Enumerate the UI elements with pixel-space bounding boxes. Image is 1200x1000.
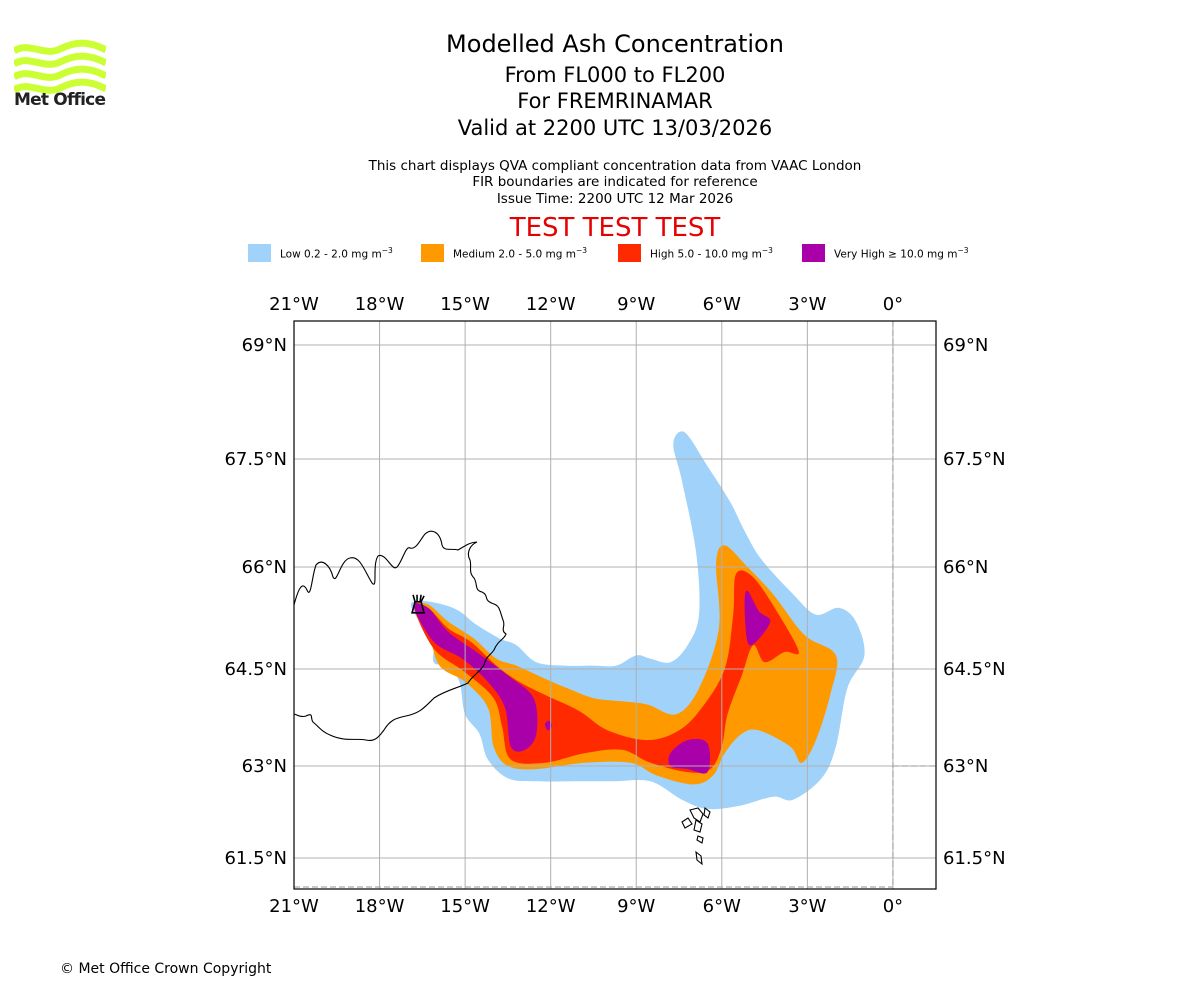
lon-tick-label-bottom: 12°W — [526, 896, 576, 917]
lon-tick-label-bottom: 6°W — [703, 896, 741, 917]
chart-title: Modelled Ash Concentration — [446, 30, 784, 58]
legend-swatch-high — [618, 244, 641, 262]
legend-item-medium: Medium 2.0 - 5.0 mg m−3 — [421, 244, 587, 262]
coastline-faroe-island — [696, 835, 704, 844]
lon-tick-label-top: 6°W — [703, 294, 741, 315]
lon-tick-label-top: 18°W — [355, 294, 405, 315]
lon-tick-label-top: 12°W — [526, 294, 576, 315]
lon-tick-label-bottom: 15°W — [440, 896, 490, 917]
legend-item-high: High 5.0 - 10.0 mg m−3 — [618, 244, 773, 262]
lat-tick-label-right: 64.5°N — [943, 659, 1006, 680]
ash-contour-very-high — [413, 603, 538, 752]
coastline-faroe-island — [681, 817, 693, 829]
lon-tick-label-bottom: 18°W — [355, 896, 405, 917]
lat-tick-label-left: 61.5°N — [224, 848, 287, 869]
lon-tick-label-bottom: 0° — [883, 896, 903, 917]
lon-tick-label-top: 3°W — [788, 294, 826, 315]
lat-tick-label-right: 69°N — [943, 335, 988, 356]
logo-wave — [14, 78, 106, 94]
legend-item-very-high: Very High ≥ 10.0 mg m−3 — [802, 244, 969, 262]
legend-swatch-low — [248, 244, 271, 262]
lon-tick-label-bottom: 21°W — [269, 896, 319, 917]
lon-tick-label-bottom: 9°W — [617, 896, 655, 917]
map-frame — [293, 320, 937, 890]
ash-contour-very-high — [744, 590, 771, 646]
lon-tick-label-top: 15°W — [440, 294, 490, 315]
volcano-icon — [411, 594, 426, 614]
lat-tick-label-right: 66°N — [943, 557, 988, 578]
coastline-faroe-island — [693, 819, 703, 833]
lat-tick-label-right: 61.5°N — [943, 848, 1006, 869]
lat-tick-label-right: 63°N — [943, 756, 988, 777]
coastline-faroe-island — [695, 850, 703, 866]
coastline-faroe-island — [703, 806, 711, 819]
info-line-qva: This chart displays QVA compliant concen… — [368, 158, 862, 174]
legend-swatch-very-high — [802, 244, 825, 262]
legend-swatch-medium — [421, 244, 444, 262]
lat-tick-label-right: 67.5°N — [943, 449, 1006, 470]
lon-tick-label-top: 0° — [883, 294, 903, 315]
flight-level-range: From FL000 to FL200 — [504, 63, 726, 87]
lat-tick-label-left: 66°N — [242, 557, 287, 578]
legend-label-low: Low 0.2 - 2.0 mg m−3 — [280, 245, 393, 261]
lat-tick-label-left: 69°N — [242, 335, 287, 356]
lat-tick-label-left: 67.5°N — [224, 449, 287, 470]
legend-label-very-high: Very High ≥ 10.0 mg m−3 — [834, 245, 969, 261]
legend-label-high: High 5.0 - 10.0 mg m−3 — [650, 245, 773, 261]
valid-time: Valid at 2200 UTC 13/03/2026 — [457, 116, 773, 140]
legend-item-low: Low 0.2 - 2.0 mg m−3 — [248, 244, 393, 262]
lat-tick-label-left: 63°N — [242, 756, 287, 777]
met-office-logo-icon — [14, 39, 106, 94]
coastline-faroe-island — [689, 807, 704, 823]
copyright: © Met Office Crown Copyright — [60, 961, 272, 977]
legend-label-medium: Medium 2.0 - 5.0 mg m−3 — [453, 245, 588, 261]
info-line-issue-time: Issue Time: 2200 UTC 12 Mar 2026 — [496, 191, 734, 207]
lat-tick-label-left: 64.5°N — [224, 659, 287, 680]
lon-tick-label-bottom: 3°W — [788, 896, 826, 917]
lon-tick-label-top: 9°W — [617, 294, 655, 315]
logo-wave — [14, 52, 106, 68]
ash-contour-very-high — [668, 739, 711, 774]
lon-tick-label-top: 21°W — [269, 294, 319, 315]
logo-wave — [14, 65, 106, 81]
info-line-fir: FIR boundaries are indicated for referen… — [472, 174, 758, 190]
met-office-logo-text: Met Office — [14, 90, 106, 110]
coastline-iceland — [294, 530, 507, 742]
volcano-name: For FREMRINAMAR — [517, 89, 713, 113]
test-banner: TEST TEST TEST — [509, 213, 721, 243]
logo-wave — [14, 39, 106, 55]
